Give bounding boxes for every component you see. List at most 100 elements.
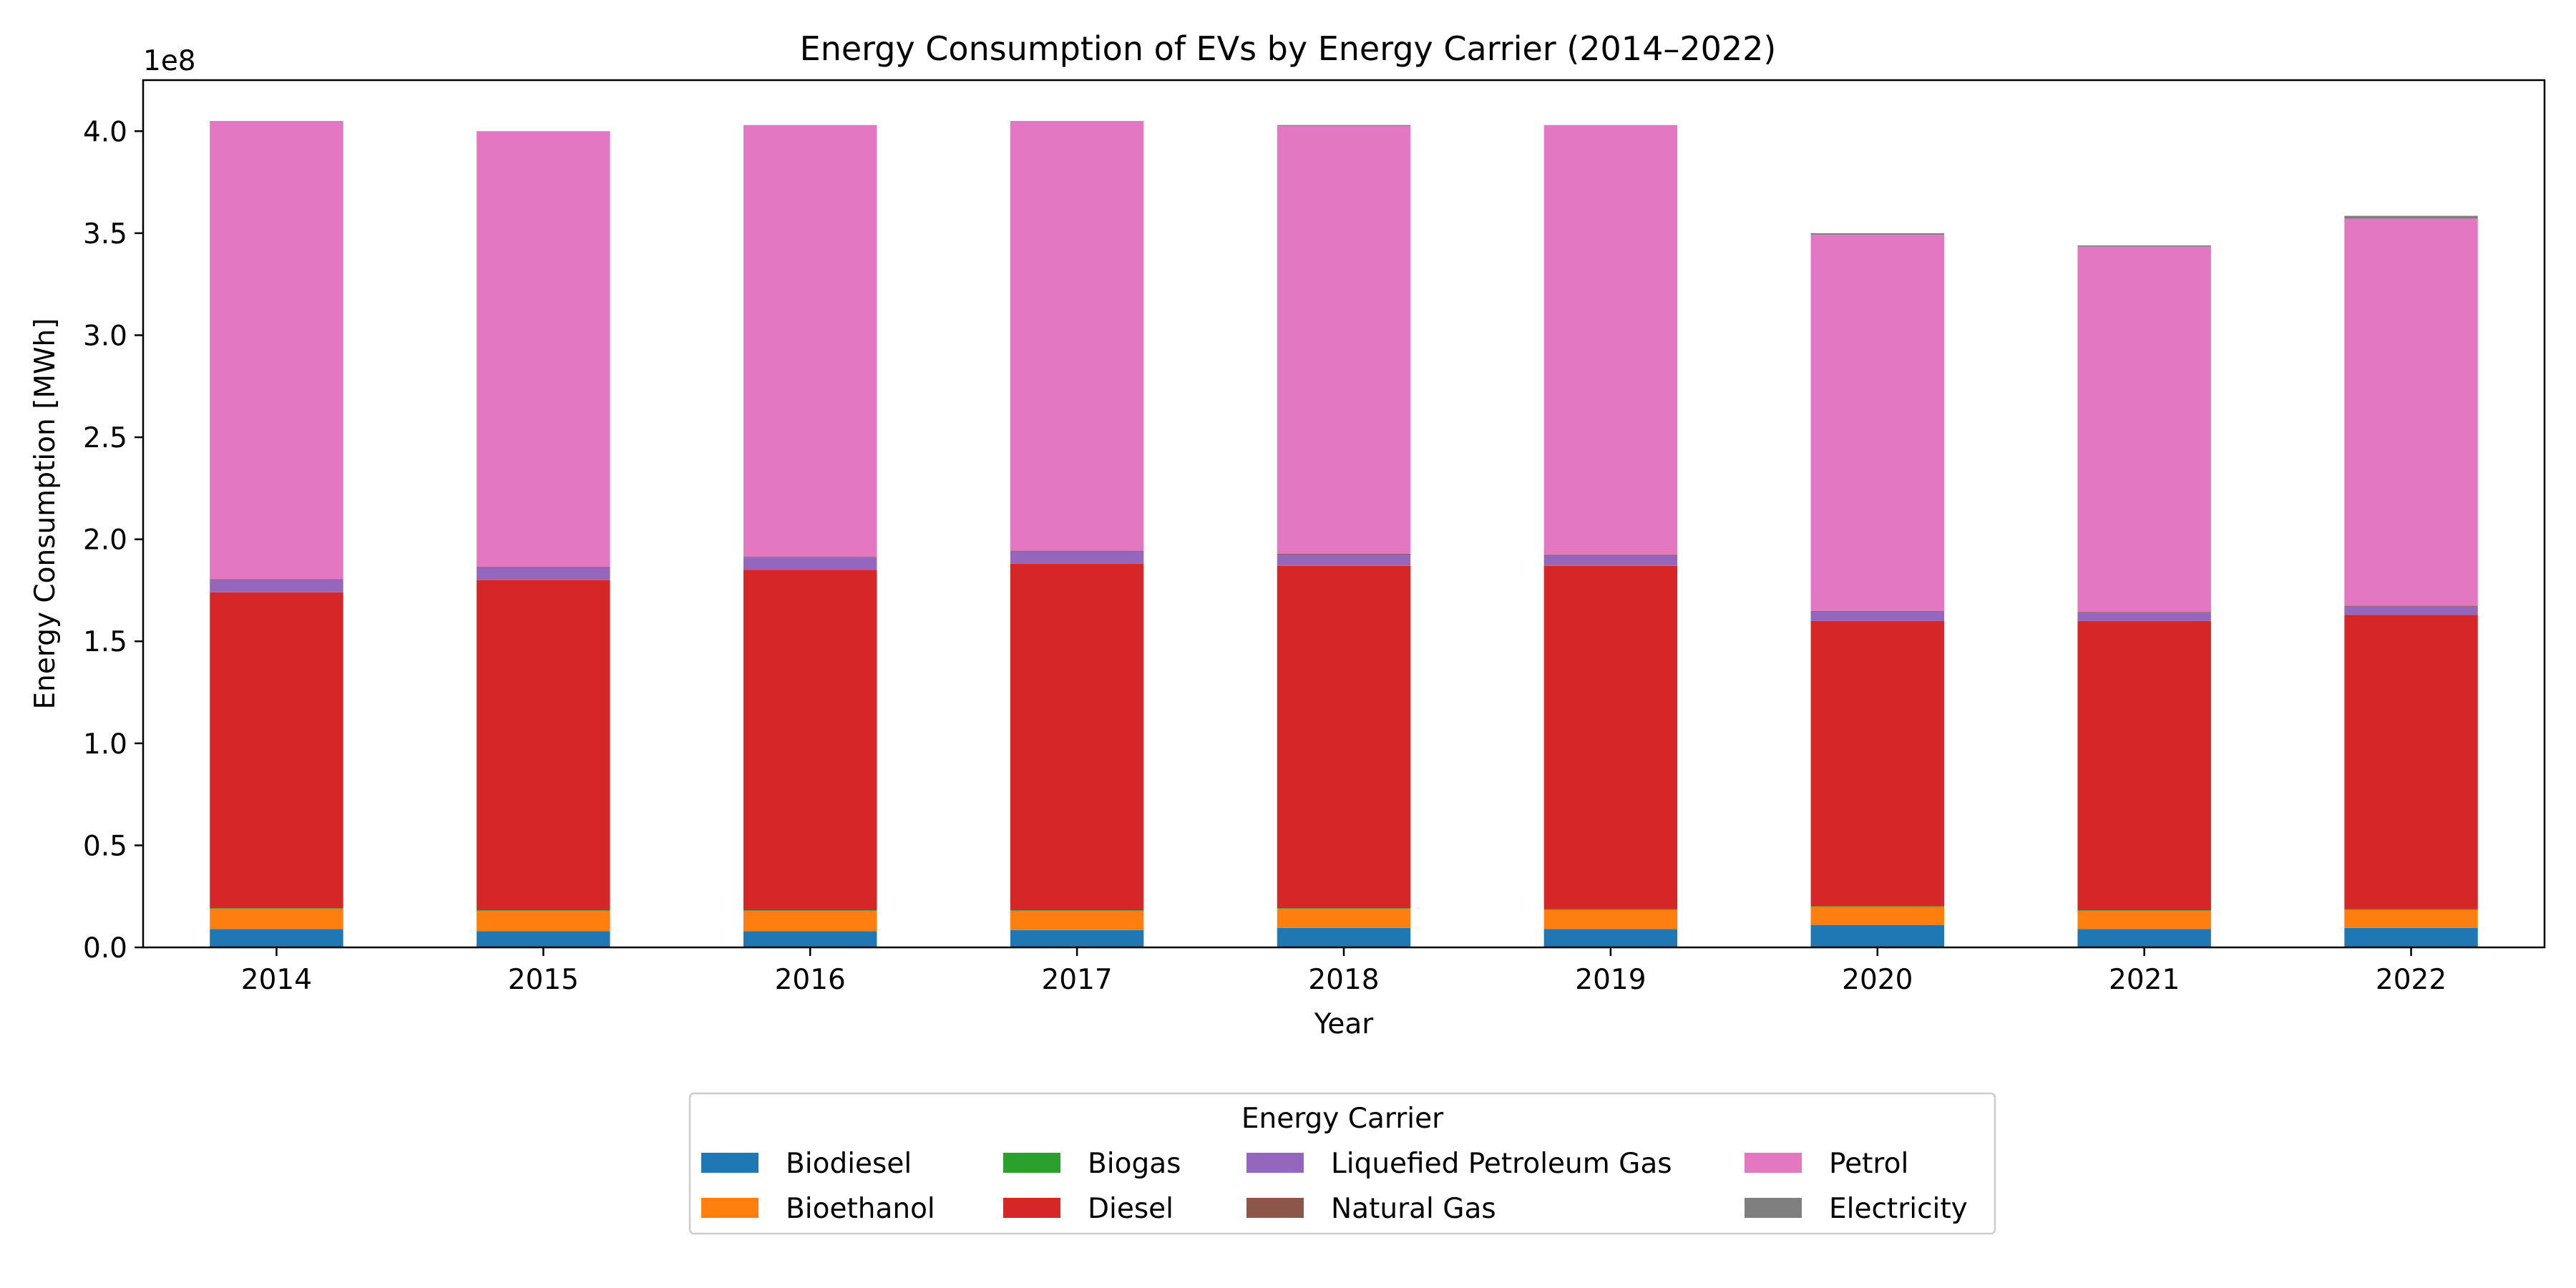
bar-segment-diesel-2018 — [1277, 565, 1411, 909]
y-tick-label: 2.5 — [83, 422, 127, 454]
y-tick-label: 4.0 — [83, 116, 127, 148]
bar-segment-petrol-2014 — [210, 121, 343, 580]
x-tick-label: 2017 — [1041, 964, 1112, 996]
legend-label: Petrol — [1829, 1148, 1908, 1180]
bar-segment-natural-gas-2022 — [2344, 605, 2478, 607]
bar-segment-liquefied-petroleum-gas-2019 — [1543, 555, 1678, 566]
bar-segment-biogas-2014 — [210, 908, 343, 909]
bar-segment-biodiesel-2014 — [210, 929, 343, 947]
y-axis-label: Energy Consumption [MWh] — [29, 318, 62, 710]
y-tick-label: 3.5 — [83, 218, 127, 250]
bar-segment-liquefied-petroleum-gas-2017 — [1010, 551, 1144, 564]
y-offset-label: 1e8 — [143, 45, 196, 77]
bar-segment-electricity-2018 — [1277, 125, 1411, 127]
legend-swatch-petrol — [1745, 1153, 1802, 1173]
bar-segment-bioethanol-2018 — [1277, 908, 1411, 928]
bar-segment-biodiesel-2015 — [477, 931, 610, 947]
bar-segment-petrol-2021 — [2077, 246, 2211, 613]
bar-segment-petrol-2020 — [1810, 235, 1944, 611]
bar-segment-bioethanol-2017 — [1010, 910, 1144, 930]
legend-swatch-natural-gas — [1246, 1198, 1304, 1218]
x-axis-label: Year — [1314, 1008, 1375, 1040]
x-tick-label: 2015 — [508, 964, 579, 996]
bar-segment-biogas-2020 — [1810, 906, 1944, 907]
y-tick-label: 0.0 — [83, 932, 127, 965]
legend-label: Biodiesel — [786, 1148, 912, 1180]
bar-segment-biogas-2015 — [477, 910, 610, 911]
legend: Energy Carrier Biodiesel Bioethanol Biogas… — [688, 1092, 1996, 1235]
bar-segment-biodiesel-2020 — [1810, 924, 1944, 947]
bar-segment-liquefied-petroleum-gas-2015 — [477, 567, 610, 580]
bar-segment-petrol-2018 — [1277, 126, 1411, 554]
x-tick-label: 2016 — [775, 964, 846, 996]
bar-segment-biodiesel-2016 — [743, 931, 877, 947]
legend-swatch-electricity — [1745, 1198, 1802, 1218]
legend-label: Natural Gas — [1331, 1193, 1496, 1225]
bar-segment-bioethanol-2020 — [1810, 906, 1944, 925]
bar-segment-petrol-2016 — [743, 125, 877, 557]
y-tick-label: 1.0 — [83, 728, 127, 761]
bar-segment-biodiesel-2019 — [1543, 929, 1678, 947]
bar-segment-bioethanol-2016 — [743, 910, 877, 932]
bar-segment-natural-gas-2017 — [1010, 550, 1144, 552]
bar-segment-electricity-2021 — [2077, 245, 2211, 247]
legend-swatch-biodiesel — [701, 1153, 758, 1173]
legend-label: Electricity — [1829, 1193, 1968, 1225]
bar-segment-petrol-2022 — [2344, 218, 2478, 606]
bar-segment-biodiesel-2022 — [2344, 927, 2478, 947]
bar-segment-natural-gas-2021 — [2077, 612, 2211, 613]
bar-segment-diesel-2022 — [2344, 615, 2478, 909]
bar-segment-biogas-2019 — [1543, 909, 1678, 910]
y-tick-label: 3.0 — [83, 320, 127, 352]
legend-label: Biogas — [1088, 1148, 1181, 1180]
bar-segment-petrol-2019 — [1543, 125, 1678, 555]
x-axis: 2014 2015 2016 2017 2018 2019 2020 2021 2022 — [241, 947, 2446, 996]
bar-segment-bioethanol-2019 — [1543, 909, 1678, 930]
bar-segment-liquefied-petroleum-gas-2021 — [2077, 613, 2211, 621]
legend-swatch-liquefied-petroleum-gas — [1246, 1153, 1304, 1173]
bar-segment-liquefied-petroleum-gas-2016 — [743, 557, 877, 570]
legend-label: Bioethanol — [786, 1193, 935, 1225]
bars-group — [210, 121, 2478, 947]
y-tick-label: 2.0 — [83, 525, 127, 557]
legend-swatch-biogas — [1003, 1153, 1060, 1173]
bar-segment-diesel-2020 — [1810, 620, 1944, 907]
bar-segment-liquefied-petroleum-gas-2020 — [1810, 611, 1944, 621]
bar-segment-natural-gas-2020 — [1810, 610, 1944, 612]
legend-title: Energy Carrier — [1241, 1103, 1444, 1135]
bar-segment-biogas-2018 — [1277, 908, 1411, 909]
x-tick-label: 2014 — [241, 964, 312, 996]
legend-items: Biodiesel Bioethanol Biogas Diesel Liquefied… — [701, 1148, 1968, 1225]
bar-segment-bioethanol-2021 — [2077, 910, 2211, 930]
bar-segment-liquefied-petroleum-gas-2018 — [1277, 555, 1411, 566]
bar-segment-bioethanol-2022 — [2344, 909, 2478, 928]
bar-segment-electricity-2020 — [1810, 233, 1944, 235]
y-axis: 0.0 0.5 1.0 1.5 2.0 2.5 3.0 3.5 4.0 — [83, 116, 143, 965]
legend-label: Diesel — [1088, 1193, 1174, 1225]
bar-segment-diesel-2019 — [1543, 565, 1678, 909]
bar-segment-petrol-2015 — [477, 131, 610, 567]
bar-segment-bioethanol-2014 — [210, 908, 343, 930]
bar-segment-diesel-2021 — [2077, 620, 2211, 911]
bar-segment-biodiesel-2017 — [1010, 930, 1144, 947]
bar-segment-diesel-2017 — [1010, 563, 1144, 911]
bar-segment-biogas-2017 — [1010, 910, 1144, 911]
legend-swatch-bioethanol — [701, 1198, 758, 1218]
x-tick-label: 2018 — [1308, 964, 1379, 996]
y-tick-label: 0.5 — [83, 830, 127, 862]
bar-segment-diesel-2015 — [477, 580, 610, 911]
legend-swatch-diesel — [1003, 1198, 1060, 1218]
bar-segment-liquefied-petroleum-gas-2022 — [2344, 606, 2478, 615]
bar-segment-biodiesel-2021 — [2077, 929, 2211, 947]
bar-segment-biogas-2016 — [743, 910, 877, 911]
bar-segment-electricity-2022 — [2344, 215, 2478, 219]
x-tick-label: 2021 — [2109, 964, 2180, 996]
bar-segment-biodiesel-2018 — [1277, 927, 1411, 947]
x-tick-label: 2020 — [1842, 964, 1913, 996]
chart-title: Energy Consumption of EVs by Energy Carr… — [800, 29, 1777, 68]
x-tick-label: 2022 — [2376, 964, 2446, 996]
bar-segment-diesel-2014 — [210, 592, 343, 909]
y-tick-label: 1.5 — [83, 626, 127, 658]
bar-segment-biogas-2022 — [2344, 909, 2478, 910]
